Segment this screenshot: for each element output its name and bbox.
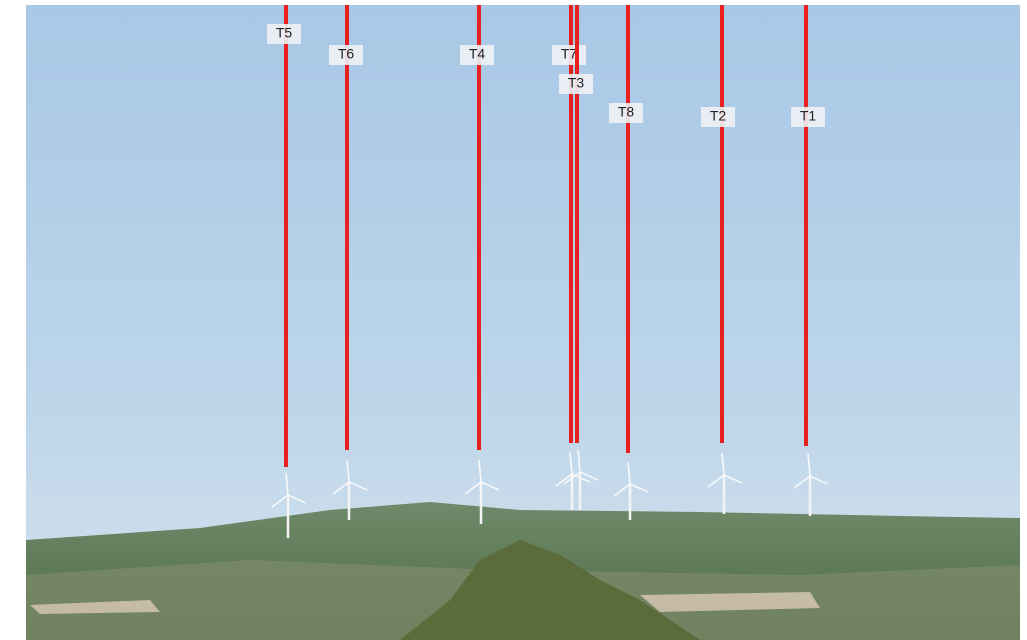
turbine-blade: [809, 475, 829, 485]
turbine-label: T8: [618, 104, 635, 120]
turbine-blade: [332, 481, 350, 495]
turbine-blade: [807, 453, 811, 477]
turbine-blade: [629, 483, 649, 493]
turbine-label: T6: [338, 46, 355, 62]
turbine-blade: [285, 472, 289, 496]
turbine-blade: [569, 451, 573, 475]
turbine-label: T7: [561, 46, 578, 62]
turbine-blade: [287, 494, 307, 504]
turbine-blade: [555, 473, 573, 487]
turbine-blade: [271, 494, 289, 508]
label-box: [329, 45, 363, 65]
turbine-blade: [577, 449, 581, 473]
turbine-blade: [707, 474, 725, 488]
turbine-blade: [613, 483, 631, 497]
label-box: [267, 24, 301, 44]
turbine-blade: [627, 461, 631, 485]
label-box: [701, 107, 735, 127]
turbine-blade: [464, 481, 482, 495]
label-box: [609, 103, 643, 123]
tree: [400, 540, 700, 640]
turbine-label: T3: [568, 75, 585, 91]
annotations: T5 T6 T4 T7 T3 T8 T2 T1: [267, 5, 829, 538]
village: [30, 592, 820, 614]
turbine-blade: [478, 459, 482, 483]
turbine-blade: [579, 471, 599, 481]
turbine-blade: [721, 452, 725, 476]
turbine-blade: [348, 481, 368, 491]
turbine-blade: [480, 481, 500, 491]
label-box: [559, 74, 593, 94]
label-box: [791, 107, 825, 127]
turbine-blade: [723, 474, 743, 484]
label-box: [460, 45, 494, 65]
turbine-label: T2: [710, 108, 727, 124]
turbine-blade: [346, 459, 350, 483]
turbine-blade: [563, 471, 581, 485]
turbine-label: T5: [276, 25, 293, 41]
turbine-blade: [793, 475, 811, 489]
turbine-label: T1: [800, 108, 817, 124]
turbine-label: T4: [469, 46, 486, 62]
